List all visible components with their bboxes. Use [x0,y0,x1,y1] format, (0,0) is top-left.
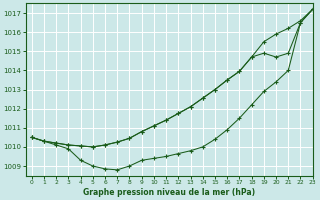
X-axis label: Graphe pression niveau de la mer (hPa): Graphe pression niveau de la mer (hPa) [83,188,255,197]
